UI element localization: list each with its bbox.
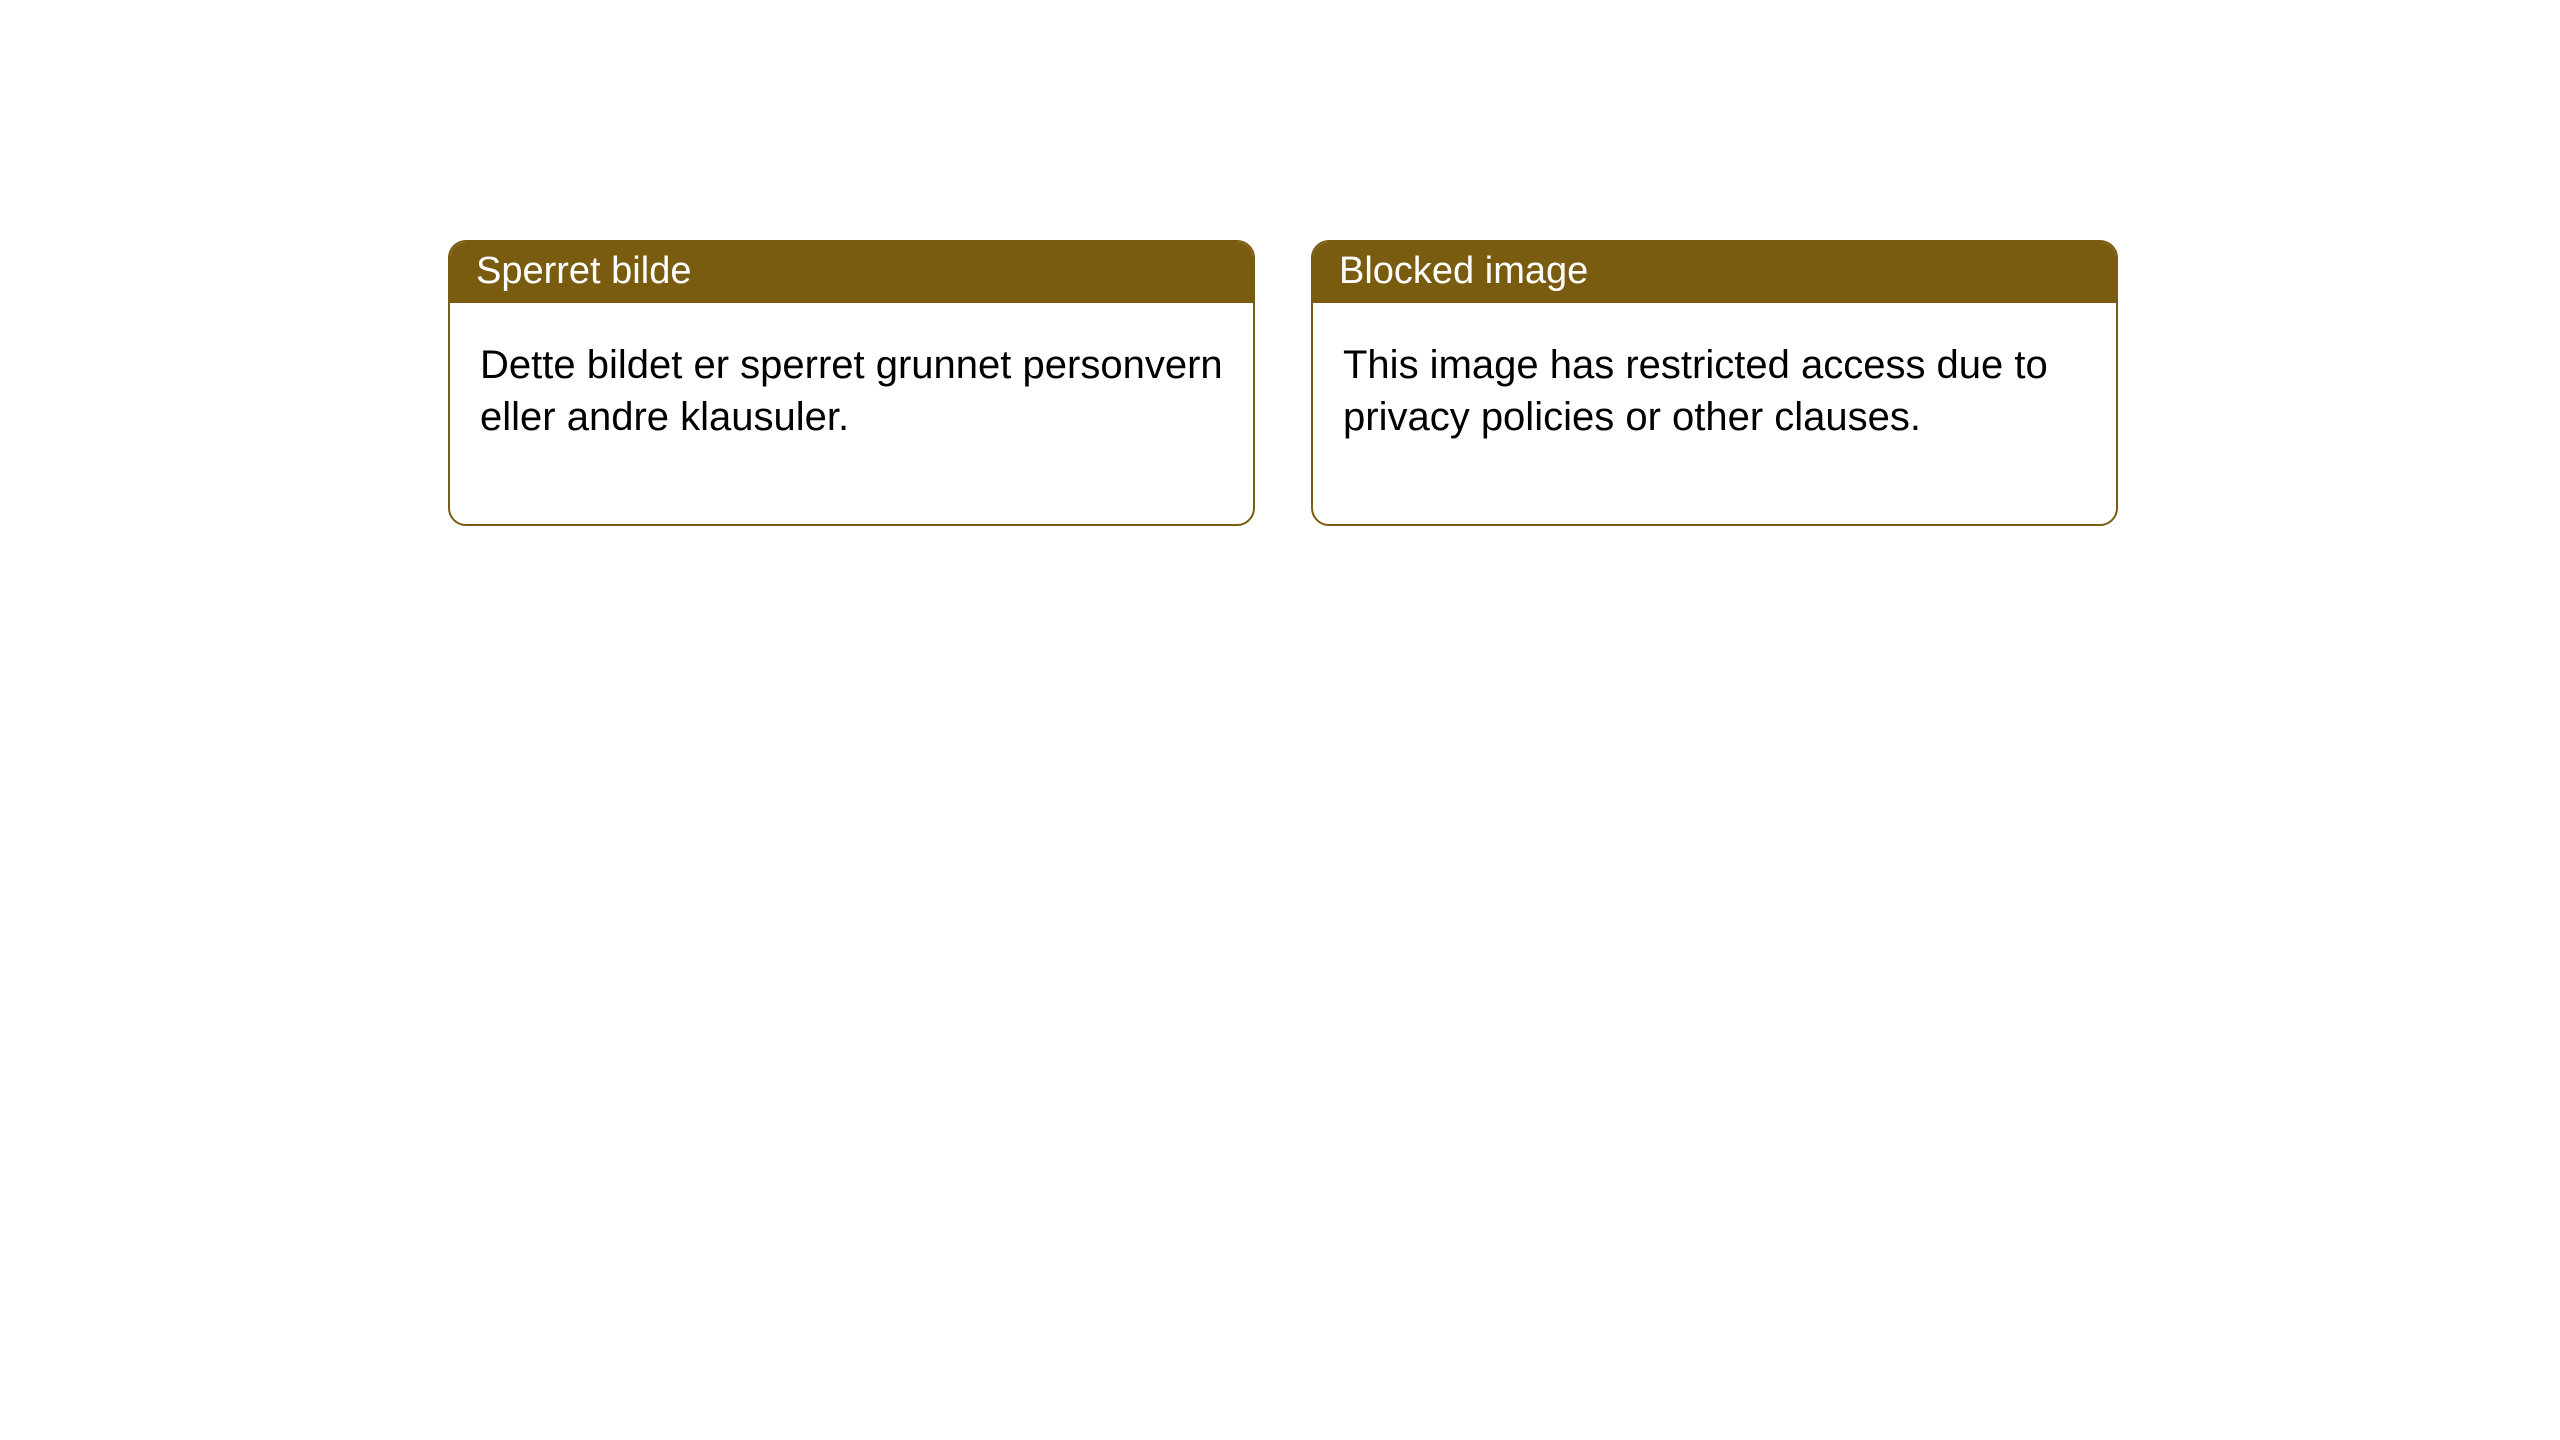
blocked-image-card-en: Blocked image This image has restricted …	[1311, 240, 2118, 526]
card-body: This image has restricted access due to …	[1313, 303, 2116, 524]
card-body: Dette bildet er sperret grunnet personve…	[450, 303, 1253, 524]
notice-container: Sperret bilde Dette bildet er sperret gr…	[0, 0, 2560, 526]
card-body-text: Dette bildet er sperret grunnet personve…	[480, 343, 1223, 439]
card-header-text: Blocked image	[1339, 250, 1588, 292]
card-header-text: Sperret bilde	[476, 250, 691, 292]
card-body-text: This image has restricted access due to …	[1343, 343, 2048, 439]
card-header: Blocked image	[1313, 242, 2116, 303]
card-header: Sperret bilde	[450, 242, 1253, 303]
blocked-image-card-no: Sperret bilde Dette bildet er sperret gr…	[448, 240, 1255, 526]
